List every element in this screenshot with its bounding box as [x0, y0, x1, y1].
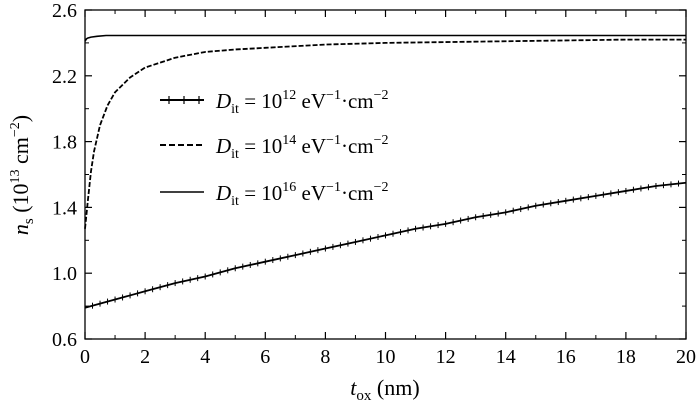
x-tick-label-5: 10	[376, 346, 396, 368]
x-tick-label-4: 8	[320, 346, 330, 368]
legend: Dit = 1012 eV−1·cm−2 Dit = 1014 eV−1·cm−…	[160, 88, 389, 209]
tick-labels: 0 2 4 6 8 10 12 14 16 18 20 0.6 1.0 1.4 1.8 2.2 2.6	[52, 0, 696, 368]
legend-entry-3: Dit = 1016 eV−1·cm−2	[160, 180, 389, 209]
legend-label-2: Dit = 1014 eV−1·cm−2	[215, 133, 389, 162]
legend-entry-1: Dit = 1012 eV−1·cm−2	[160, 88, 389, 117]
y-tick-label-4: 2.2	[52, 66, 77, 88]
x-tick-label-9: 18	[616, 346, 636, 368]
x-tick-label-6: 12	[436, 346, 456, 368]
x-tick-label-1: 2	[140, 346, 150, 368]
y-tick-label-5: 2.6	[52, 0, 77, 22]
x-tick-label-3: 6	[260, 346, 270, 368]
y-tick-label-2: 1.4	[52, 197, 77, 219]
x-tick-label-8: 16	[556, 346, 576, 368]
plot-frame	[84, 9, 687, 340]
x-tick-label-2: 4	[200, 346, 210, 368]
x-tick-label-0: 0	[80, 346, 90, 368]
x-axis-label: tox (nm)	[350, 375, 419, 404]
y-tick-label-3: 1.8	[52, 132, 77, 154]
series-line-3	[84, 34, 686, 42]
y-tick-label-1: 1.0	[52, 263, 77, 285]
y-axis-label: ns (1013 cm−2)	[8, 115, 37, 235]
y-tick-label-0: 0.6	[52, 329, 77, 351]
series-line-1	[84, 181, 687, 309]
series-line-2	[84, 38, 686, 229]
x-tick-label-7: 14	[496, 346, 516, 368]
series-layer	[84, 34, 687, 311]
axis-ticks	[84, 9, 687, 340]
x-tick-label-10: 20	[676, 346, 696, 368]
legend-label-3: Dit = 1016 eV−1·cm−2	[215, 180, 389, 209]
legend-entry-2: Dit = 1014 eV−1·cm−2	[160, 133, 389, 162]
legend-label-1: Dit = 1012 eV−1·cm−2	[215, 88, 389, 117]
